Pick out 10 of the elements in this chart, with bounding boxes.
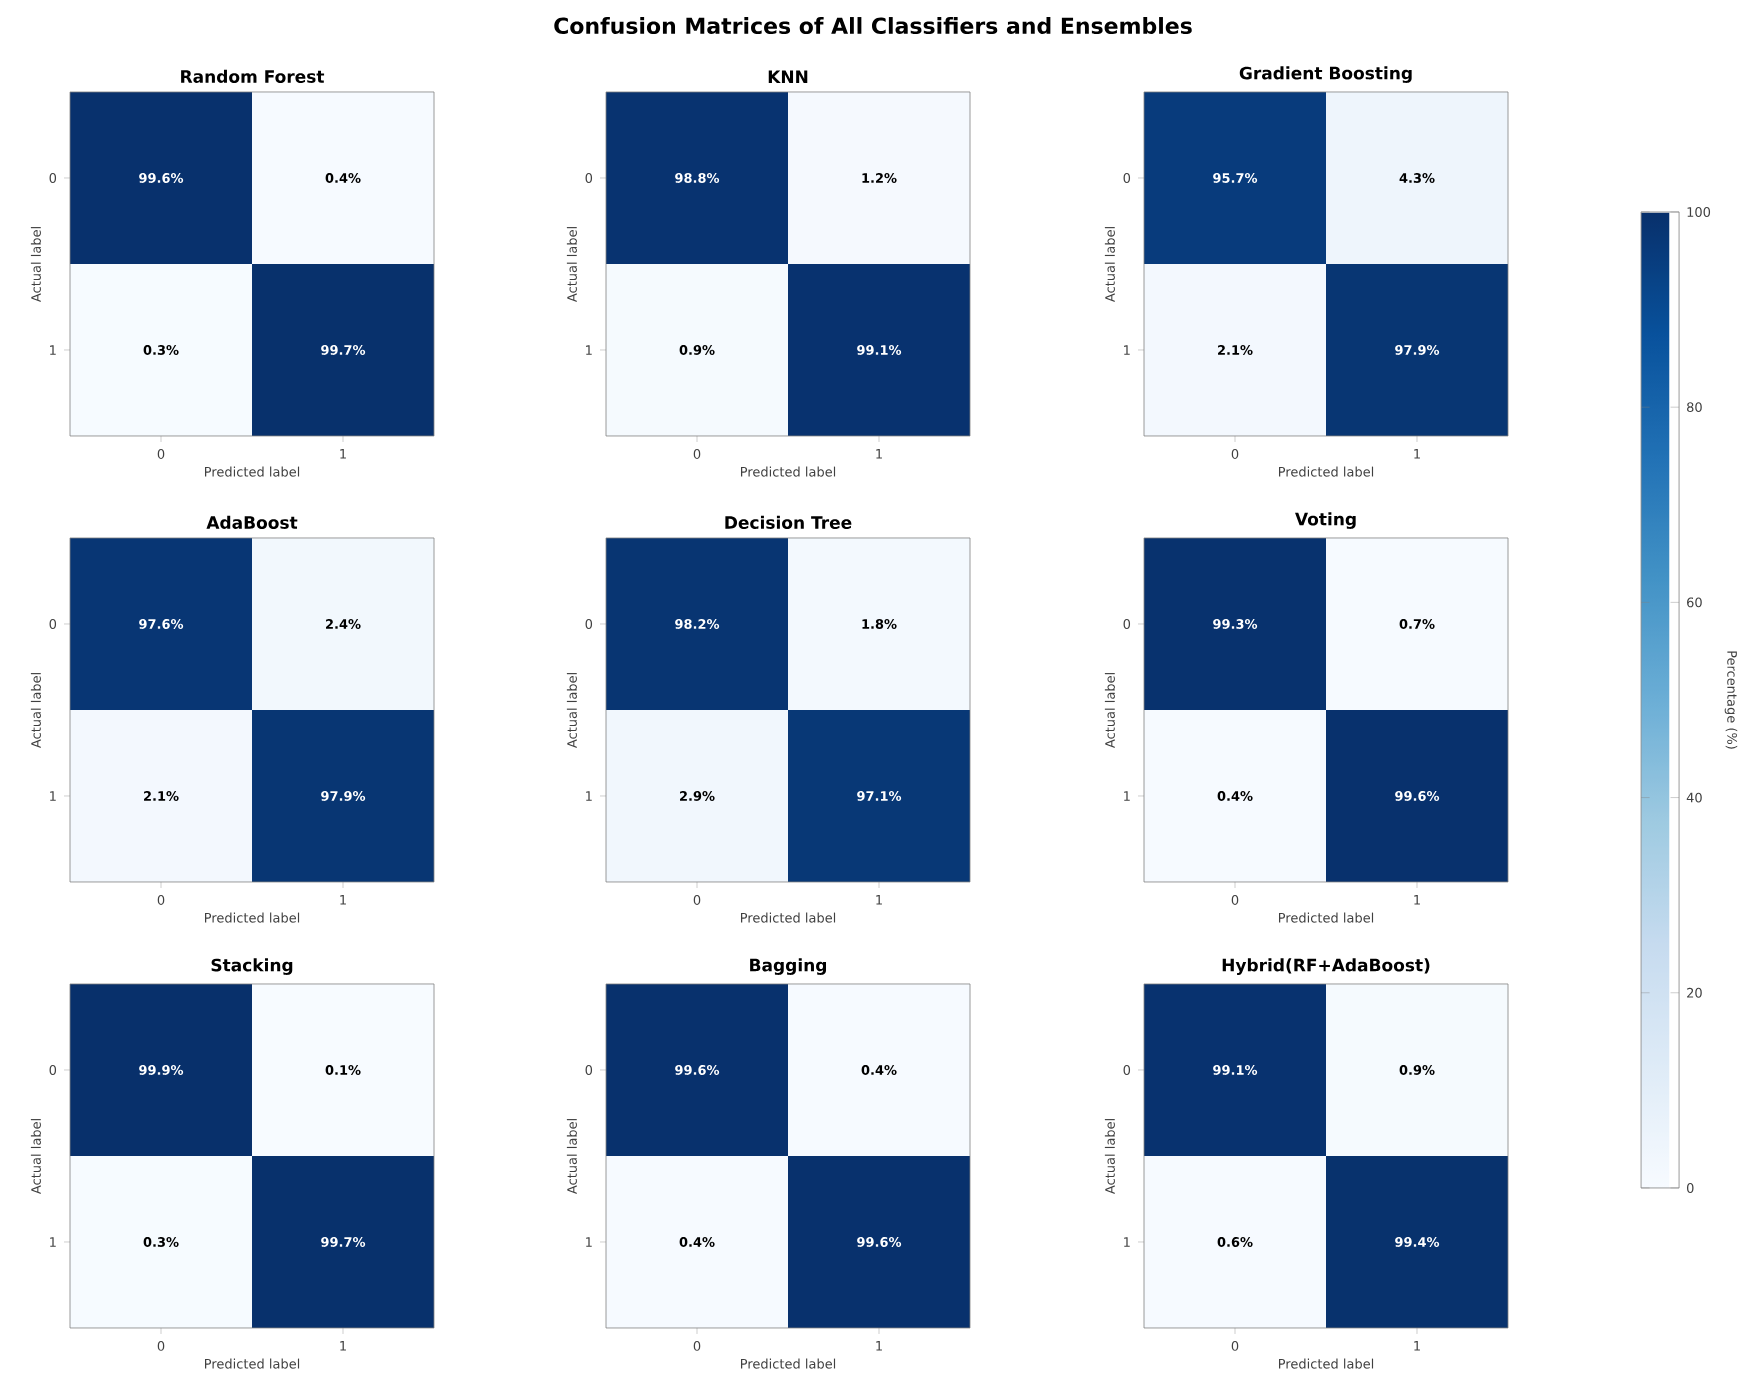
chart-title: Decision Tree xyxy=(725,515,852,529)
chart-title: Random Forest xyxy=(181,69,325,83)
text: Confusion Matrices of All Classifiers and Ensembles xyxy=(554,17,1192,35)
chart-title: Stacking xyxy=(211,958,293,975)
chart-title: AdaBoost xyxy=(206,515,298,529)
chart-title: Voting xyxy=(1295,512,1356,529)
chart-title: Bagging xyxy=(750,958,827,975)
chart-title: Hybrid(RF+AdaBoost) xyxy=(1222,958,1430,975)
chart-title: Gradient Boosting xyxy=(1239,66,1412,83)
chart-title: KNN xyxy=(768,70,808,83)
